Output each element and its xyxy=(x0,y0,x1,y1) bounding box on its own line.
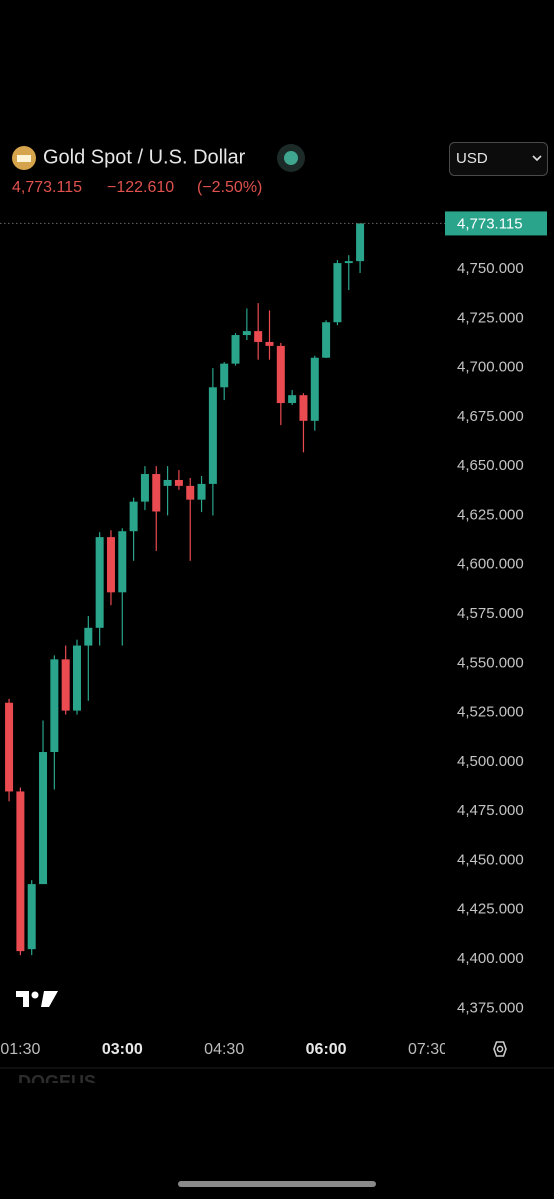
settings-center xyxy=(496,1045,504,1053)
x-axis: 01:30 03:00 04:30 06:00 07:30 xyxy=(0,1030,448,1058)
y-tick-label: 4,450.000 xyxy=(457,851,524,868)
candle-body xyxy=(220,363,229,388)
y-tick-label: 4,400.000 xyxy=(457,950,524,967)
y-tick-label: 4,625.000 xyxy=(457,506,524,523)
tv-logo-part xyxy=(16,991,29,1007)
candle-body xyxy=(118,531,127,593)
candle-body xyxy=(61,659,70,711)
settings-hex xyxy=(493,1041,507,1057)
candle-body xyxy=(84,627,93,646)
price-change: −122.610 xyxy=(107,179,174,196)
y-tick-label: 4,650.000 xyxy=(457,457,524,474)
y-tick-label: 4,375.000 xyxy=(457,999,524,1016)
status-dot xyxy=(284,151,298,165)
candle-body xyxy=(344,261,353,264)
candle-body xyxy=(265,341,274,346)
tv-logo-part xyxy=(41,991,58,1007)
home-indicator xyxy=(178,1181,376,1187)
plot xyxy=(0,222,445,956)
last-price-box xyxy=(445,211,547,236)
y-tick-label: 4,725.000 xyxy=(457,309,524,326)
gold-icon-bar xyxy=(17,155,31,162)
currency-label: USD xyxy=(456,150,488,167)
symbol-title: Gold Spot / U.S. Dollar xyxy=(43,146,246,168)
candle-body xyxy=(197,483,206,500)
dropdown-chevron xyxy=(532,155,542,162)
tv-logo xyxy=(16,991,58,1007)
candle-body xyxy=(39,752,48,885)
candle-body xyxy=(299,395,308,421)
candle-body xyxy=(310,357,319,421)
candle-body xyxy=(186,485,195,500)
x-tick-label: 06:00 xyxy=(306,1041,347,1058)
y-tick-label: 4,525.000 xyxy=(457,704,524,721)
price: 4,773.115 xyxy=(12,179,82,196)
x-tick-label: 04:30 xyxy=(204,1041,244,1058)
y-tick-label: 4,700.000 xyxy=(457,359,524,376)
candle-body xyxy=(163,479,172,486)
candle-body xyxy=(5,702,14,792)
x-tick-label: 03:00 xyxy=(102,1041,143,1058)
y-tick-label: 4,750.000 xyxy=(457,260,524,277)
y-tick-label: 4,475.000 xyxy=(457,802,524,819)
settings-icon[interactable] xyxy=(493,1041,507,1057)
tv-logo-part xyxy=(31,991,39,999)
candle-body xyxy=(231,335,240,364)
candle-body xyxy=(95,537,104,628)
candle-body xyxy=(16,791,25,952)
candle-body xyxy=(356,223,365,262)
candle-body xyxy=(140,474,149,502)
candle-body xyxy=(276,345,285,404)
candle-body xyxy=(322,322,331,358)
x-tick-label: 07:30 xyxy=(408,1041,448,1058)
last-price-label: 4,773.115 xyxy=(457,215,523,232)
y-tick-label: 4,675.000 xyxy=(457,408,524,425)
y-axis: 4,375.000 4,400.000 4,425.000 4,450.000 4,47… xyxy=(445,211,547,1016)
candle-body xyxy=(152,474,161,512)
candle-body xyxy=(208,387,217,484)
y-tick-label: 4,500.000 xyxy=(457,753,524,770)
y-tick-label: 4,575.000 xyxy=(457,605,524,622)
candle-body xyxy=(72,645,81,711)
candle-body xyxy=(27,884,36,950)
candle-body xyxy=(50,659,59,753)
next-symbol: DOGEUS xyxy=(18,1072,96,1092)
y-tick-label: 4,600.000 xyxy=(457,556,524,573)
y-tick-label: 4,425.000 xyxy=(457,901,524,918)
candle-body xyxy=(174,479,183,486)
candle-body xyxy=(288,395,297,404)
candle-body xyxy=(254,331,263,342)
candle-body xyxy=(242,331,251,336)
price-change-pct: (−2.50%) xyxy=(197,179,262,196)
candle-body xyxy=(129,501,138,532)
y-tick-label: 4,550.000 xyxy=(457,654,524,671)
x-tick-label: 01:30 xyxy=(0,1041,40,1058)
candle-body xyxy=(106,537,115,593)
candle-body xyxy=(333,263,342,323)
currency-dropdown[interactable] xyxy=(449,142,548,176)
